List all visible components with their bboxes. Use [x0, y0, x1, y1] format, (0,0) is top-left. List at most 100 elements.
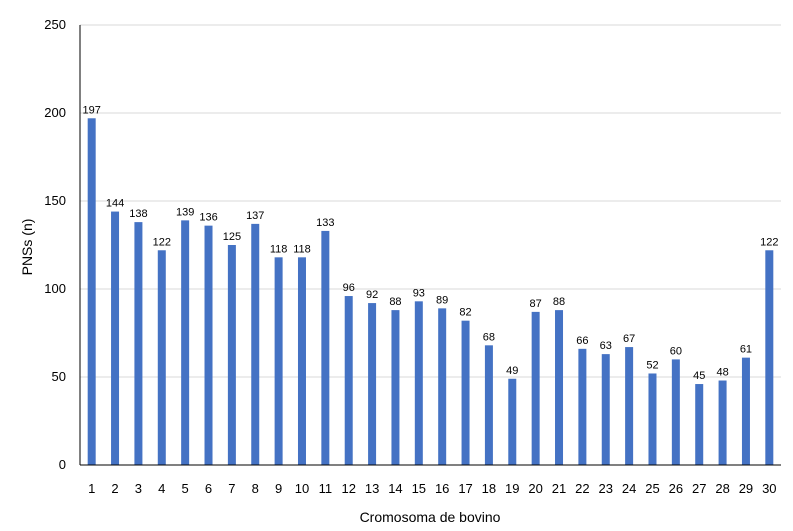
bar-19	[508, 378, 517, 465]
y-tick-label-250: 250	[44, 17, 66, 32]
x-tick-label-25: 25	[645, 481, 659, 496]
data-label-27: 45	[693, 370, 705, 382]
data-label-7: 125	[223, 231, 241, 243]
data-label-30: 122	[760, 236, 778, 248]
x-axis-title: Cromosoma de bovino	[360, 509, 501, 525]
x-tick-label-24: 24	[622, 481, 636, 496]
bar-10	[297, 257, 306, 465]
bar-2	[111, 211, 120, 465]
axes	[79, 25, 781, 466]
bar-20	[531, 311, 540, 465]
data-label-2: 144	[106, 198, 124, 210]
bar-24	[625, 347, 634, 465]
x-tick-label-4: 4	[158, 481, 165, 496]
bar-18	[484, 345, 493, 465]
bar-1	[87, 118, 96, 465]
bar-7	[227, 245, 236, 465]
x-tick-label-15: 15	[412, 481, 426, 496]
bar-21	[555, 310, 564, 465]
x-tick-label-27: 27	[692, 481, 706, 496]
bar-27	[695, 384, 704, 465]
x-tick-label-23: 23	[599, 481, 613, 496]
x-tick-label-21: 21	[552, 481, 566, 496]
data-label-22: 66	[576, 335, 588, 347]
bar-13	[368, 303, 377, 465]
x-tick-label-22: 22	[575, 481, 589, 496]
x-tick-label-29: 29	[739, 481, 753, 496]
x-tick-label-3: 3	[135, 481, 142, 496]
data-label-4: 122	[153, 236, 171, 248]
y-tick-label-150: 150	[44, 193, 66, 208]
bar-4	[157, 250, 166, 465]
gridlines	[80, 24, 781, 378]
bar-11	[321, 230, 330, 465]
bar-15	[414, 301, 423, 465]
data-label-5: 139	[176, 206, 194, 218]
bar-16	[438, 308, 447, 465]
data-label-21: 88	[553, 296, 565, 308]
x-tick-label-14: 14	[388, 481, 402, 496]
x-tick-label-6: 6	[205, 481, 212, 496]
x-tick-label-19: 19	[505, 481, 519, 496]
data-label-8: 137	[246, 210, 264, 222]
x-tick-label-2: 2	[111, 481, 118, 496]
bar-25	[648, 373, 657, 465]
x-tick-label-1: 1	[88, 481, 95, 496]
x-tick-label-10: 10	[295, 481, 309, 496]
data-label-10: 118	[293, 243, 311, 255]
y-tick-label-0: 0	[59, 457, 66, 472]
data-label-1: 197	[83, 104, 101, 116]
x-tick-label-13: 13	[365, 481, 379, 496]
data-label-28: 48	[716, 367, 728, 379]
data-label-13: 92	[366, 289, 378, 301]
bars	[87, 118, 774, 465]
data-labels: 197 144 138 122 139 136 125 137 118 118 133 96 92 88 9…	[83, 104, 779, 382]
x-tick-label-30: 30	[762, 481, 776, 496]
data-label-19: 49	[506, 365, 518, 377]
y-tick-label-100: 100	[44, 281, 66, 296]
x-tick-label-18: 18	[482, 481, 496, 496]
data-label-6: 136	[199, 212, 217, 224]
y-tick-label-50: 50	[52, 369, 66, 384]
data-label-16: 89	[436, 294, 448, 306]
bar-29	[741, 357, 750, 465]
bar-22	[578, 348, 587, 465]
x-tick-label-11: 11	[319, 481, 333, 496]
data-label-18: 68	[483, 331, 495, 343]
bar-28	[718, 380, 727, 465]
bar-9	[274, 257, 283, 465]
bar-26	[671, 359, 680, 465]
data-label-29: 61	[740, 344, 752, 356]
bar-8	[251, 223, 260, 465]
bar-3	[134, 222, 143, 465]
x-tick-label-16: 16	[435, 481, 449, 496]
bar-5	[181, 220, 190, 465]
data-label-15: 93	[413, 287, 425, 299]
bar-17	[461, 320, 470, 465]
x-tick-label-7: 7	[228, 481, 235, 496]
x-tick-label-9: 9	[275, 481, 282, 496]
x-tick-label-8: 8	[252, 481, 259, 496]
data-label-17: 82	[459, 307, 471, 319]
y-axis-title: PNSs (n)	[19, 219, 35, 276]
bar-6	[204, 225, 213, 465]
bar-14	[391, 310, 400, 465]
x-tick-label-26: 26	[669, 481, 683, 496]
bar-12	[344, 296, 353, 465]
data-label-3: 138	[129, 208, 147, 220]
data-label-11: 133	[316, 217, 334, 229]
x-tick-label-28: 28	[715, 481, 729, 496]
y-tick-label-200: 200	[44, 105, 66, 120]
data-label-25: 52	[646, 359, 658, 371]
data-label-24: 67	[623, 333, 635, 345]
data-label-20: 87	[530, 298, 542, 310]
data-label-9: 118	[270, 243, 288, 255]
data-label-12: 96	[343, 282, 355, 294]
x-tick-label-20: 20	[528, 481, 542, 496]
x-tick-label-17: 17	[458, 481, 472, 496]
x-tick-label-5: 5	[182, 481, 189, 496]
x-tick-label-12: 12	[341, 481, 355, 496]
bar-23	[601, 354, 610, 465]
data-label-26: 60	[670, 345, 682, 357]
